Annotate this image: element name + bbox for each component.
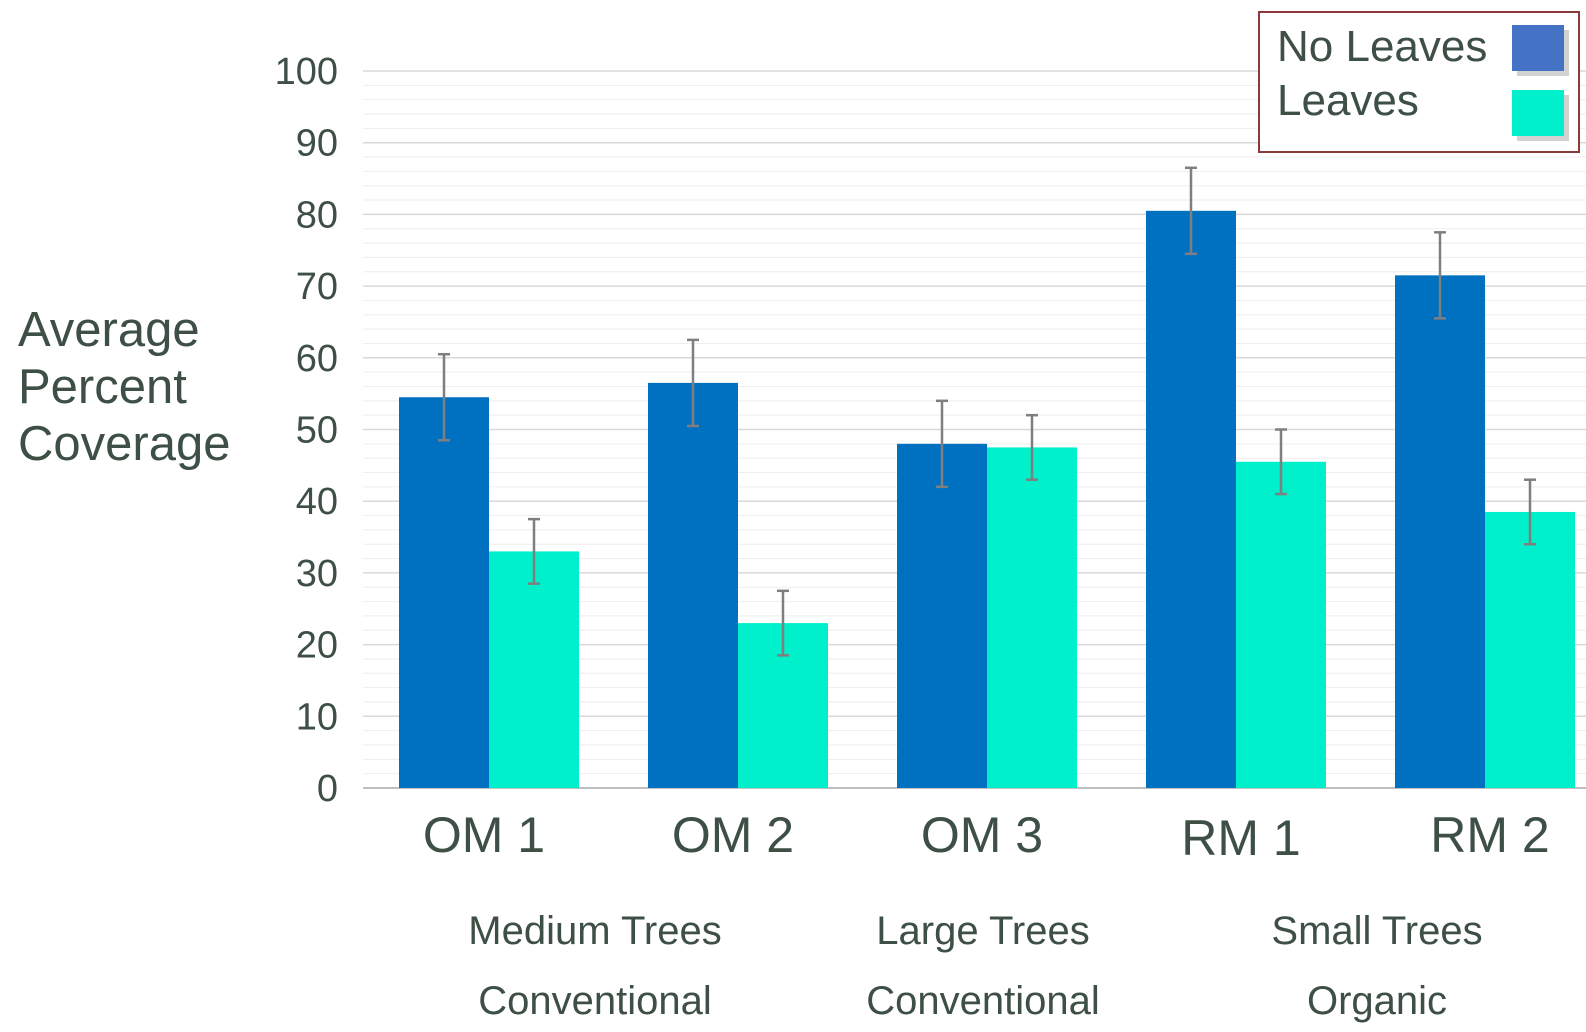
y-tick-label: 100 — [275, 51, 338, 93]
x-category-label: RM 1 — [1181, 810, 1300, 866]
bar-leaves-rm-1 — [1236, 461, 1326, 788]
y-axis-label-line-3: Coverage — [18, 417, 230, 471]
y-tick-label: 90 — [296, 123, 338, 165]
y-tick-label: 80 — [296, 194, 338, 236]
bar-leaves-om-1 — [489, 551, 579, 788]
y-tick-label: 70 — [296, 266, 338, 308]
legend-label-leaves: Leaves — [1277, 76, 1419, 125]
bar-no-leaves-om-1 — [399, 397, 489, 788]
y-axis-ticks: 0 10 20 30 40 50 60 70 80 90 100 — [275, 51, 338, 810]
y-tick-label: 60 — [296, 338, 338, 380]
group-label-2-line-1: Large Trees — [876, 909, 1089, 953]
x-category-label: RM 2 — [1430, 807, 1549, 863]
error-bars — [438, 166, 1536, 657]
group-label-1-line-1: Medium Trees — [468, 909, 721, 953]
group-labels: Medium Trees Conventional Large Trees Co… — [468, 909, 1482, 1023]
bar-no-leaves-om-3 — [897, 443, 987, 788]
group-label-2-line-2: Conventional — [866, 979, 1100, 1023]
legend: No Leaves Leaves — [1258, 11, 1580, 153]
bars — [399, 210, 1575, 789]
bar-no-leaves-rm-1 — [1146, 210, 1236, 788]
group-label-3-line-1: Small Trees — [1271, 909, 1482, 953]
legend-swatch-no-leaves — [1512, 25, 1564, 71]
bar-leaves-rm-2 — [1485, 511, 1575, 788]
x-category-label: OM 2 — [672, 807, 794, 863]
legend-label-no-leaves: No Leaves — [1277, 22, 1487, 71]
bar-leaves-om-3 — [987, 447, 1077, 788]
y-tick-label: 10 — [296, 696, 338, 738]
y-tick-label: 0 — [317, 768, 338, 810]
bar-no-leaves-rm-2 — [1395, 275, 1485, 789]
y-tick-label: 40 — [296, 481, 338, 523]
y-tick-label: 30 — [296, 553, 338, 595]
x-category-label: OM 1 — [423, 807, 545, 863]
legend-swatch-leaves — [1512, 90, 1564, 136]
x-axis-categories: OM 1 OM 2 OM 3 RM 1 RM 2 — [423, 807, 1550, 866]
group-label-3-line-2: Organic — [1307, 979, 1447, 1023]
y-axis-label: Average Percent Coverage — [18, 303, 230, 471]
y-axis-label-line-1: Average — [18, 303, 200, 357]
group-label-1-line-2: Conventional — [478, 979, 712, 1023]
bar-no-leaves-om-2 — [648, 382, 738, 788]
y-tick-label: 20 — [296, 625, 338, 667]
y-axis-label-line-2: Percent — [18, 360, 187, 414]
y-tick-label: 50 — [296, 410, 338, 452]
x-category-label: OM 3 — [921, 807, 1043, 863]
